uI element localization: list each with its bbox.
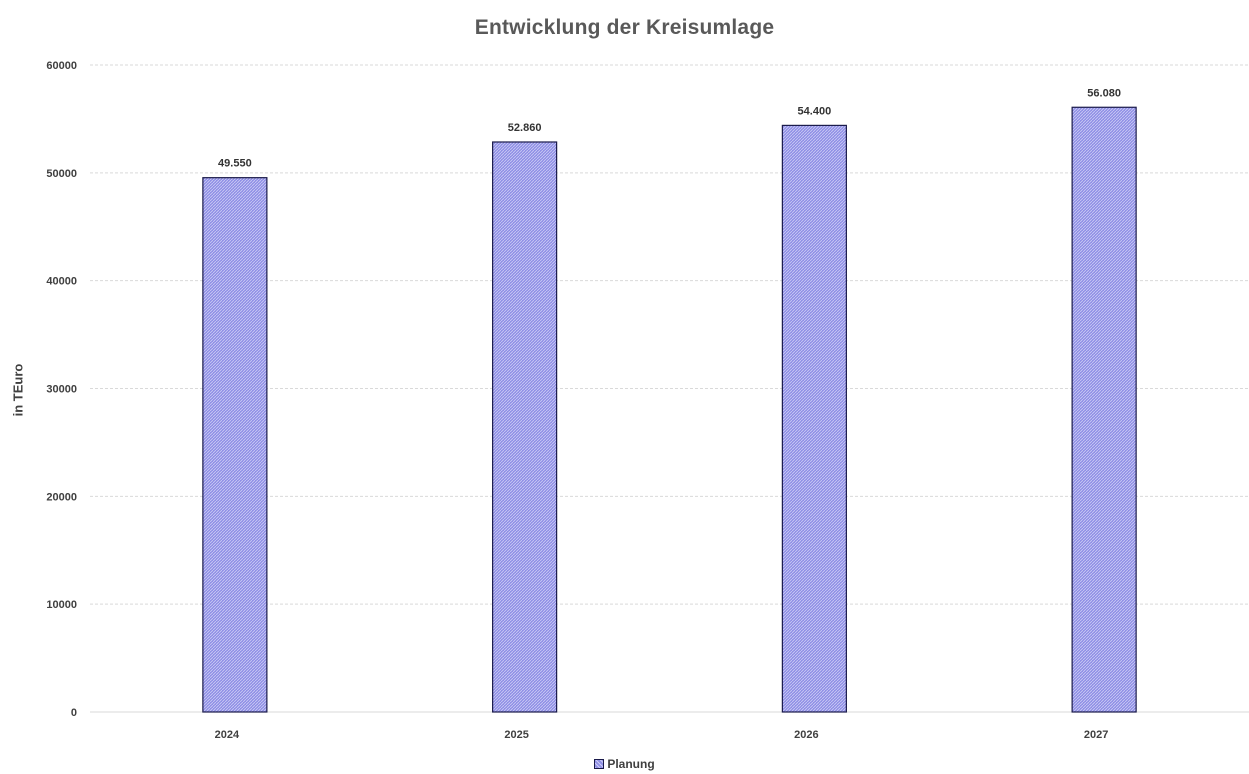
data-label-2026: 54.400 — [798, 105, 832, 117]
y-axis-ticks: 0 10000 20000 30000 40000 50000 60000 — [46, 60, 77, 719]
bar-2026 — [781, 124, 847, 713]
y-tick-label-50000: 50000 — [46, 168, 77, 180]
chart-title: Entwicklung der Kreisumlage — [474, 16, 775, 39]
data-label-2025: 52.860 — [508, 122, 542, 134]
x-tick-label-2025: 2025 — [504, 729, 528, 741]
x-axis-ticks: 2024 2025 2026 2027 — [215, 729, 1109, 741]
y-tick-label-20000: 20000 — [46, 491, 77, 503]
y-tick-label-30000: 30000 — [46, 384, 77, 396]
data-label-2024: 49.550 — [218, 158, 252, 170]
legend-label-planung: Planung — [607, 757, 655, 771]
y-tick-label-60000: 60000 — [46, 60, 77, 72]
y-tick-label-10000: 10000 — [46, 599, 77, 611]
legend: Planung — [0, 757, 1249, 771]
bar-2024 — [202, 177, 268, 713]
legend-swatch-planung — [594, 759, 605, 769]
data-label-2027: 56.080 — [1087, 87, 1121, 99]
x-tick-label-2026: 2026 — [794, 729, 818, 741]
y-tick-label-40000: 40000 — [46, 276, 77, 288]
x-tick-label-2027: 2027 — [1084, 729, 1108, 741]
bar-2027 — [1071, 106, 1137, 713]
bar-2025 — [492, 141, 558, 713]
bars — [202, 106, 1137, 713]
gridlines — [90, 64, 1249, 713]
x-tick-label-2024: 2024 — [215, 729, 240, 741]
data-labels: 49.550 52.860 54.400 56.080 — [218, 87, 1121, 169]
y-tick-label-0: 0 — [71, 707, 77, 719]
